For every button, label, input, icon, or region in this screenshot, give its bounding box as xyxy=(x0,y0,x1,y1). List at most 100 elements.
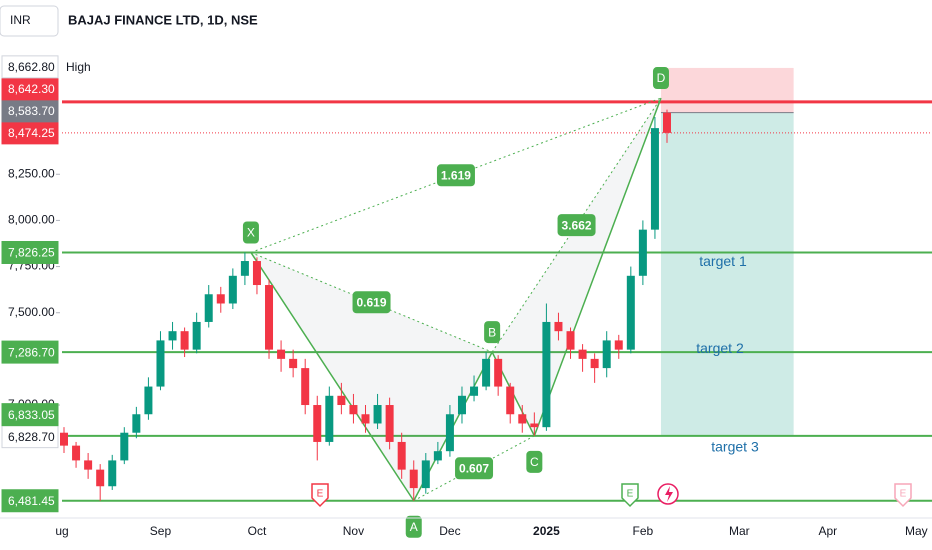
candle-body xyxy=(385,405,394,442)
candle-body xyxy=(578,349,587,359)
ratio-label: 3.662 xyxy=(562,218,592,232)
target-annotation: target 1 xyxy=(699,253,747,269)
x-tick-label: Mar xyxy=(729,524,750,538)
candle-body xyxy=(445,414,454,452)
candle-body xyxy=(301,368,310,406)
point-label: C xyxy=(530,455,539,469)
price-label: 8,474.25 xyxy=(8,126,55,140)
ratio-box xyxy=(557,214,596,237)
target-zone xyxy=(660,112,794,436)
candle-body xyxy=(192,321,201,350)
candle-body xyxy=(602,340,611,369)
candle-body xyxy=(373,405,382,424)
price-label: 6,833.05 xyxy=(8,408,55,422)
stop-zone xyxy=(660,67,794,113)
candle-body xyxy=(457,395,466,415)
ratio-box xyxy=(352,291,391,314)
candle-body xyxy=(626,275,635,350)
candle-body xyxy=(470,386,479,396)
candle-body xyxy=(96,469,105,487)
candle-body xyxy=(84,460,93,470)
point-box xyxy=(526,450,543,473)
pattern-leg xyxy=(533,97,662,437)
candle-body xyxy=(337,395,346,406)
point-box xyxy=(484,321,501,344)
candle-body xyxy=(530,423,539,428)
ratio-box xyxy=(455,457,494,480)
event-label: E xyxy=(900,489,907,500)
point-label: A xyxy=(410,520,418,534)
candle-body xyxy=(482,358,491,387)
point-label: B xyxy=(488,325,496,339)
currency: INR xyxy=(10,13,31,27)
pattern-fill xyxy=(492,98,661,436)
y-tick-label: 8,250.00 xyxy=(8,166,55,180)
ratio-label: 0.619 xyxy=(357,295,387,309)
x-tick-label: Sep xyxy=(150,524,172,538)
ratio-label: 1.619 xyxy=(441,168,471,182)
candle-body xyxy=(494,358,503,387)
candle-body xyxy=(325,395,334,442)
candle-body xyxy=(566,331,575,350)
currency-box xyxy=(0,5,59,37)
candle-body xyxy=(313,405,322,442)
candle-body xyxy=(650,128,659,230)
candle-body xyxy=(409,469,418,489)
candle-body xyxy=(156,340,165,387)
candle-body xyxy=(638,229,647,276)
candle-body xyxy=(554,321,563,332)
candle-body xyxy=(108,460,117,487)
candle-body xyxy=(240,261,249,276)
candle-body xyxy=(518,414,527,424)
price-label: 8,642.30 xyxy=(8,82,55,96)
event-label: E xyxy=(627,489,634,500)
price-box xyxy=(1,403,59,427)
x-tick-label: Oct xyxy=(248,524,267,538)
event-marker xyxy=(621,483,639,508)
x-tick-label: Apr xyxy=(818,524,837,538)
point-box xyxy=(652,67,669,90)
ratio-box xyxy=(436,164,475,187)
price-tag: High xyxy=(66,60,91,74)
symbol-title: BAJAJ FINANCE LTD, 1D, NSE xyxy=(68,12,258,27)
candle-body xyxy=(289,358,298,369)
price-label: 7,826.25 xyxy=(8,246,55,260)
lightning-icon xyxy=(665,486,673,502)
event-marker xyxy=(894,483,912,508)
price-label: 7,286.70 xyxy=(8,345,55,359)
x-tick-label: May xyxy=(905,524,928,538)
candle-body xyxy=(361,414,370,424)
ratio-label: 0.607 xyxy=(459,461,489,475)
candle-body xyxy=(216,294,225,304)
event-label: E xyxy=(317,489,324,500)
candle-body xyxy=(60,432,68,446)
x-tick-label: 2025 xyxy=(533,524,560,538)
pattern-fill xyxy=(250,252,493,501)
pattern-leg xyxy=(250,252,415,502)
candle-body xyxy=(228,275,237,304)
ratio-line xyxy=(491,97,662,353)
point-box xyxy=(405,515,422,538)
price-label: 6,481.45 xyxy=(8,494,55,508)
price-box xyxy=(1,489,59,513)
price-label: 6,828.70 xyxy=(8,430,55,444)
price-box xyxy=(1,340,59,364)
candle-body xyxy=(120,432,129,461)
candle-body xyxy=(614,340,623,350)
point-label: D xyxy=(657,71,666,85)
candle-body xyxy=(663,112,671,133)
candle-body xyxy=(204,294,213,322)
candle-body xyxy=(433,451,442,461)
price-label: 8,662.80 xyxy=(8,60,55,74)
ratio-line xyxy=(250,97,662,253)
price-box xyxy=(1,240,59,264)
candle-body xyxy=(180,331,189,350)
x-tick-label: ug xyxy=(55,524,68,538)
y-tick-label: 7,500.00 xyxy=(8,305,55,319)
x-tick-label: Dec xyxy=(439,524,460,538)
point-box xyxy=(242,221,259,244)
candle-body xyxy=(132,414,141,433)
candle-body xyxy=(168,331,177,341)
candle-body xyxy=(144,386,153,415)
